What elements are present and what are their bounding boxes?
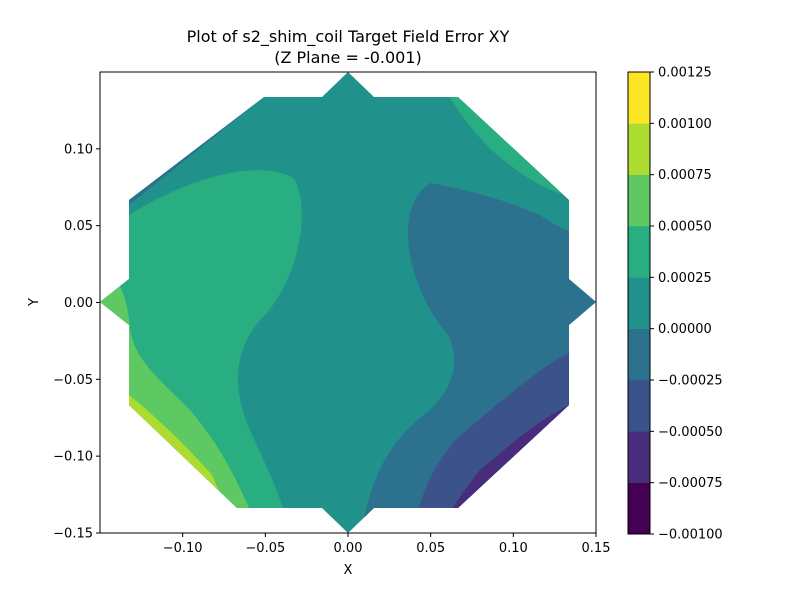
y-tick-label: 0.05 <box>64 219 93 234</box>
colorbar-swatch <box>628 431 650 483</box>
colorbar-frame <box>627 71 651 535</box>
y-tick-label: −0.15 <box>53 527 93 542</box>
x-tick-label: 0.05 <box>416 541 445 556</box>
x-tick-label: −0.10 <box>163 541 203 556</box>
colorbar-swatch <box>628 226 650 278</box>
colorbar-tick-label: 0.00100 <box>658 117 712 132</box>
x-tick-label: −0.05 <box>245 541 285 556</box>
x-axis: −0.10 −0.05 0.00 0.05 0.10 0.15 <box>163 533 611 556</box>
colorbar-swatch <box>628 482 650 535</box>
x-tick-label: 0.10 <box>499 541 528 556</box>
colorbar-tick-label: −0.00025 <box>658 374 723 389</box>
colorbar-tick-label: −0.00100 <box>658 528 723 543</box>
chart-subtitle: (Z Plane = -0.001) <box>274 48 422 67</box>
plot-area <box>99 71 597 534</box>
colorbar-tick-label: −0.00050 <box>658 425 723 440</box>
colorbar-tick-label: 0.00000 <box>658 322 712 337</box>
chart-title: Plot of s2_shim_coil Target Field Error … <box>186 27 510 46</box>
y-tick-label: 0.00 <box>64 296 93 311</box>
y-tick-label: 0.10 <box>64 142 93 157</box>
colorbar-tick-label: 0.00025 <box>658 271 712 286</box>
colorbar-swatch <box>628 328 650 381</box>
colorbar-tick-label: −0.00075 <box>658 476 723 491</box>
colorbar-tick-label: 0.00050 <box>658 220 712 235</box>
colorbar-swatch <box>628 277 650 329</box>
colorbar-swatch <box>628 72 650 124</box>
colorbar-swatch <box>628 380 650 432</box>
colorbar-tick-label: 0.00125 <box>658 66 712 81</box>
y-axis: −0.15 −0.10 −0.05 0.00 0.05 0.10 <box>53 142 100 542</box>
x-tick-label: 0.15 <box>582 541 611 556</box>
colorbar: −0.00100 −0.00075 −0.00050 −0.00025 0.00000 0… <box>627 66 723 543</box>
y-tick-label: −0.10 <box>53 450 93 465</box>
x-tick-label: 0.00 <box>334 541 363 556</box>
y-axis-label: Y <box>27 298 42 307</box>
x-axis-label: X <box>344 563 353 578</box>
colorbar-swatch <box>628 174 650 227</box>
y-tick-label: −0.05 <box>53 373 93 388</box>
colorbar-swatch <box>628 123 650 175</box>
colorbar-tick-label: 0.00075 <box>658 168 712 183</box>
